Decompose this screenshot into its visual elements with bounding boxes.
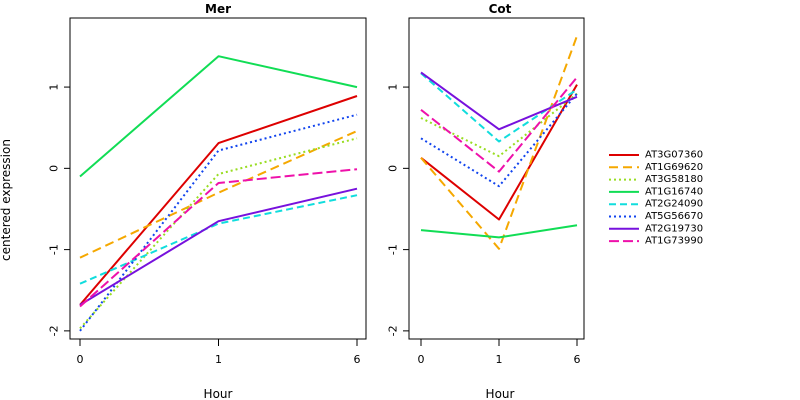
y-axis-mer: -2 -1 0 1: [48, 84, 70, 336]
x-axis-title-mer: Hour: [204, 387, 233, 400]
plot-frame-cot: [408, 17, 585, 340]
x-tick-label: 0: [77, 353, 84, 366]
series-line-at5g56670: [79, 113, 358, 332]
x-tick-label: 1: [215, 353, 222, 366]
y-axis-cot: -2 -1 0 1: [387, 84, 409, 336]
panel-title-mer: Mer: [205, 2, 231, 16]
x-tick-label: 1: [496, 353, 503, 366]
series-line-at2g24090: [79, 194, 358, 285]
series-line-at1g73990: [79, 168, 358, 308]
legend-label: AT5G56670: [645, 211, 703, 222]
y-tick-label: 0: [387, 165, 400, 172]
y-axis-title: centered expression: [0, 139, 13, 261]
series-line-at1g69620: [79, 130, 358, 259]
legend-label: AT1G16740: [645, 186, 703, 197]
x-tick-label: 6: [354, 353, 361, 366]
series-line-at3g58180: [79, 137, 358, 330]
series-line-at3g07360: [79, 95, 358, 306]
x-axis-mer: 0 1 6: [77, 339, 361, 366]
series-line-at1g73990: [420, 76, 578, 173]
x-tick-label: 6: [574, 353, 581, 366]
legend-label: AT1G73990: [645, 236, 703, 247]
panel-title-cot: Cot: [489, 2, 512, 16]
legend-label: AT3G07360: [645, 150, 703, 161]
y-tick-label: -2: [387, 325, 400, 336]
series-line-at3g07360: [420, 84, 578, 221]
y-tick-label: 1: [387, 84, 400, 91]
y-tick-label: 1: [48, 84, 61, 91]
series-group-mer: [79, 55, 358, 332]
series-line-at1g16740: [420, 224, 578, 239]
series-group-cot: [420, 35, 578, 250]
y-tick-label: -1: [48, 244, 61, 255]
series-line-at2g19730: [79, 187, 358, 306]
legend-label: AT3G58180: [645, 174, 703, 185]
x-axis-title-cot: Hour: [486, 387, 515, 400]
legend-label: AT2G24090: [645, 199, 703, 210]
panel-cot: Cot -2 -1 0 1 0 1 6 Hour: [387, 2, 585, 400]
x-tick-label: 0: [418, 353, 425, 366]
series-line-at5g56670: [420, 92, 578, 188]
legend-label: AT1G69620: [645, 162, 703, 173]
series-line-at1g16740: [79, 55, 358, 178]
y-tick-label: -2: [48, 325, 61, 336]
y-tick-label: 0: [48, 165, 61, 172]
x-axis-cot: 0 1 6: [418, 339, 581, 366]
panel-mer: Mer -2 -1 0 1 0 1 6 Hour: [48, 2, 367, 400]
series-line-at2g19730: [420, 71, 578, 131]
legend-label: AT2G19730: [645, 223, 703, 234]
y-tick-label: -1: [387, 244, 400, 255]
series-line-at3g58180: [420, 92, 578, 158]
